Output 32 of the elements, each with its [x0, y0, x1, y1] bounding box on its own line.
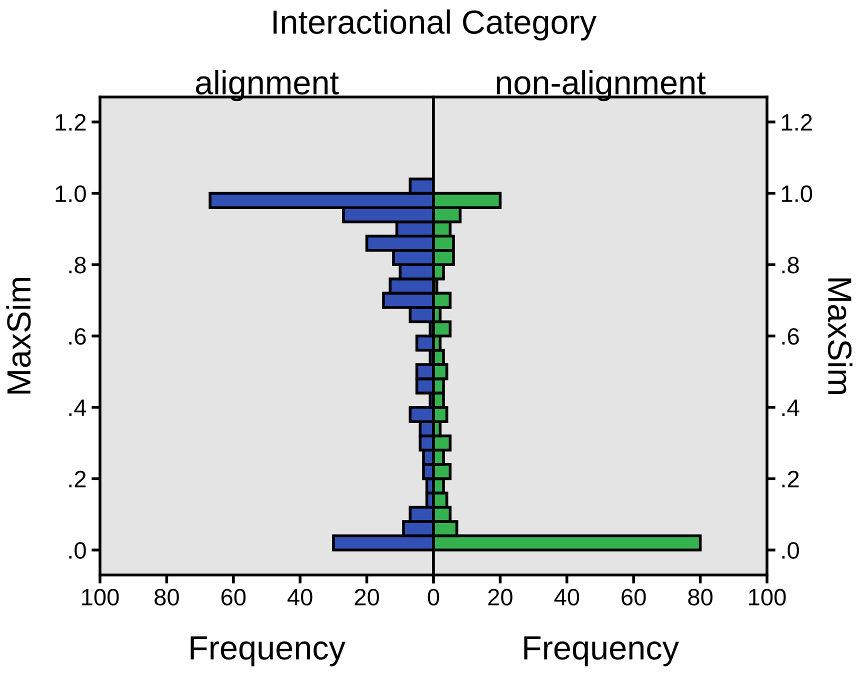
- y-tick-label: .2: [69, 470, 86, 488]
- x-tick-label: 100: [749, 588, 786, 606]
- x-tick-label: 60: [221, 588, 246, 606]
- chart-title: alignment: [196, 70, 339, 102]
- y-tick-label: .0: [69, 542, 86, 559]
- y-tick-label: .4: [69, 400, 86, 416]
- y-axis-title: MaxSim: [6, 278, 31, 394]
- x-tick-label: 20: [354, 588, 380, 606]
- x-tick-label: 80: [688, 588, 713, 606]
- x-tick-label: 40: [554, 588, 580, 606]
- y-axis-title: MaxSim: [828, 278, 852, 394]
- x-tick-label: 60: [622, 588, 646, 606]
- y-tick-label: .8: [782, 256, 799, 274]
- x-tick-label: 0: [428, 588, 440, 606]
- y-tick-label: .4: [782, 400, 800, 416]
- x-axis-title: Frequency: [524, 636, 679, 666]
- x-tick-label: 40: [288, 588, 312, 606]
- y-tick-label: .2: [782, 470, 799, 488]
- y-tick-label: 1.2: [782, 114, 812, 131]
- y-tick-label: .6: [782, 328, 799, 345]
- y-tick-label: 1.0: [782, 185, 812, 202]
- y-tick-label: 1.2: [56, 114, 86, 131]
- x-tick-label: 80: [154, 588, 179, 606]
- y-tick-label: .0: [782, 542, 799, 559]
- y-tick-label: 1.0: [56, 185, 86, 202]
- chart-title: non-alignment: [496, 70, 706, 102]
- text: Interactional Category: [274, 9, 597, 41]
- y-tick-label: .8: [69, 256, 86, 274]
- x-tick-label: 100: [82, 588, 119, 606]
- y-tick-label: .6: [69, 328, 86, 345]
- x-axis-title: Frequency: [190, 636, 346, 666]
- x-tick-label: 20: [488, 588, 512, 606]
